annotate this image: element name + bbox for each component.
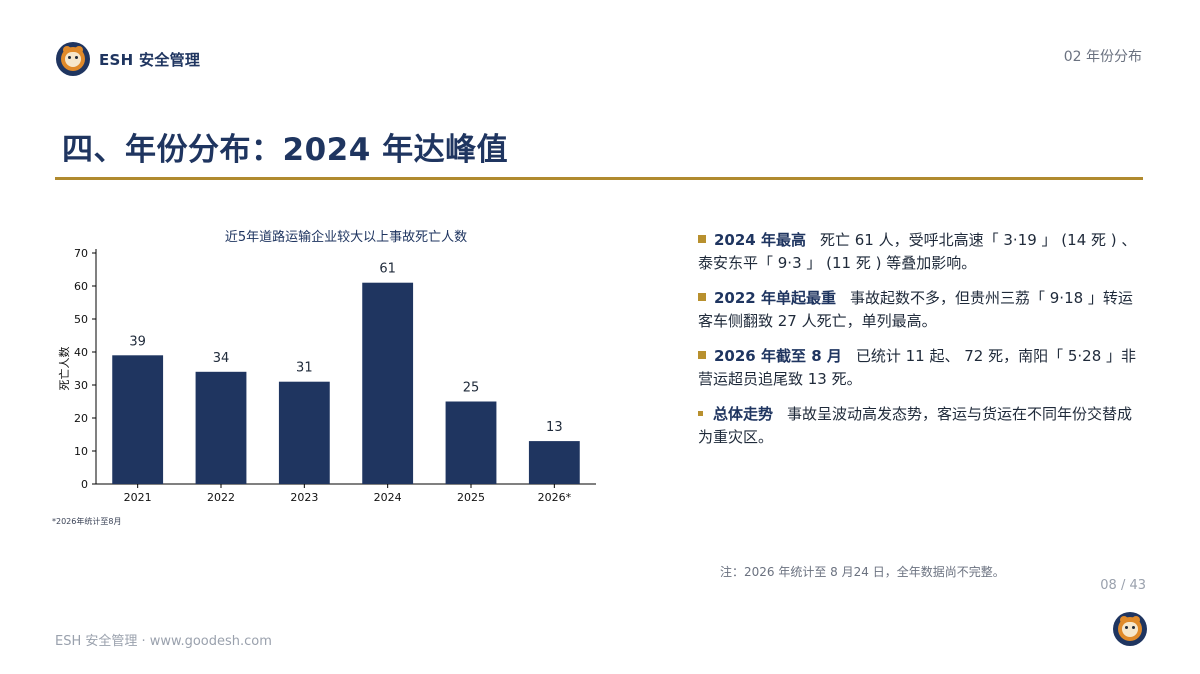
y-tick-label: 40 xyxy=(74,346,88,359)
data-label: 34 xyxy=(213,351,230,366)
square-bullet-icon xyxy=(698,293,706,301)
point-head: 2022 年单起最重 xyxy=(714,289,836,307)
data-label: 61 xyxy=(379,262,396,277)
page-number: 08 / 43 xyxy=(1100,578,1146,593)
bar-chart-svg: 近5年道路运输企业较大以上事故死亡人数 0 10 20 30 40 50 60 70 死亡人数 39… xyxy=(57,229,596,504)
bar-2021 xyxy=(112,355,164,484)
section-tag: 02 年份分布 xyxy=(1063,49,1142,65)
tiger-mascot-icon xyxy=(56,42,90,76)
bar-2026 xyxy=(528,441,580,484)
point-text: 事故起数不多，但贵州三荔「 9·18 」转运客车侧翻致 27 人死亡，单列最高。 xyxy=(698,289,1133,330)
slide-title: 四、年份分布：2024 年达峰值 xyxy=(62,132,509,168)
death-toll-chart: 近5年道路运输企业较大以上事故死亡人数 0 10 20 30 40 50 60 70 死亡人数 39… xyxy=(50,222,610,518)
data-footnote: 注：2026 年统计至 8 月24 日，全年数据尚不完整。 xyxy=(720,565,1005,579)
brand: ESH 安全管理 xyxy=(56,42,200,76)
y-tick-label: 20 xyxy=(74,412,88,425)
y-tick-label: 30 xyxy=(74,379,88,392)
x-tick-label: 2025 xyxy=(457,491,485,504)
point-text: 死亡 61 人，受呼北高速「 3·19 」 (14 死 ) 、泰安东平「 9·3… xyxy=(698,231,1137,272)
point-overall-trend: 总体走势 事故呈波动高发态势，客运与货运在不同年份交替成为重灾区。 xyxy=(698,403,1138,449)
bar-2025 xyxy=(445,401,497,484)
title-divider xyxy=(55,177,1143,180)
y-tick-label: 60 xyxy=(74,280,88,293)
point-head: 总体走势 xyxy=(713,405,774,423)
bar-2024 xyxy=(362,282,414,484)
point-2022-single: 2022 年单起最重 事故起数不多，但贵州三荔「 9·18 」转运客车侧翻致 27… xyxy=(698,287,1138,333)
x-tick-label: 2024 xyxy=(374,491,402,504)
point-2024-peak: 2024 年最高 死亡 61 人，受呼北高速「 3·19 」 (14 死 ) 、泰… xyxy=(698,229,1138,275)
x-tick-label: 2022 xyxy=(207,491,235,504)
point-2026-ytd: 2026 年截至 8 月已统计 11 起、 72 死，南阳「 5·28 」非营运… xyxy=(698,345,1138,391)
point-head: 2026 年截至 8 月 xyxy=(714,347,842,365)
data-label: 31 xyxy=(296,361,313,376)
square-bullet-icon xyxy=(698,411,703,416)
y-tick-label: 0 xyxy=(81,478,88,491)
y-tick-label: 50 xyxy=(74,313,88,326)
square-bullet-icon xyxy=(698,235,706,243)
point-text: 事故呈波动高发态势，客运与货运在不同年份交替成为重灾区。 xyxy=(698,405,1133,446)
x-tick-label: 2021 xyxy=(124,491,152,504)
data-label: 39 xyxy=(129,334,146,349)
square-bullet-icon xyxy=(698,351,706,359)
tiger-mascot-icon xyxy=(1113,612,1147,646)
y-tick-label: 10 xyxy=(74,445,88,458)
point-text: 已统计 11 起、 72 死，南阳「 5·28 」非营运超员追尾致 13 死。 xyxy=(698,347,1137,388)
data-label: 13 xyxy=(546,420,563,435)
y-tick-label: 70 xyxy=(74,247,88,260)
x-tick-label: 2026* xyxy=(538,491,572,504)
y-axis-label: 死亡人数 xyxy=(57,347,71,391)
key-points: 2024 年最高 死亡 61 人，受呼北高速「 3·19 」 (14 死 ) 、泰… xyxy=(698,229,1138,461)
point-head: 2024 年最高 xyxy=(714,231,806,249)
footer-brand: ESH 安全管理 · www.goodesh.com xyxy=(55,634,272,649)
chart-note: *2026年统计至8月 xyxy=(52,517,122,526)
chart-title: 近5年道路运输企业较大以上事故死亡人数 xyxy=(225,229,467,245)
x-tick-label: 2023 xyxy=(290,491,318,504)
bar-2023 xyxy=(278,381,330,484)
brand-name: ESH 安全管理 xyxy=(99,50,201,69)
bar-2022 xyxy=(195,371,247,484)
data-label: 25 xyxy=(463,381,480,396)
